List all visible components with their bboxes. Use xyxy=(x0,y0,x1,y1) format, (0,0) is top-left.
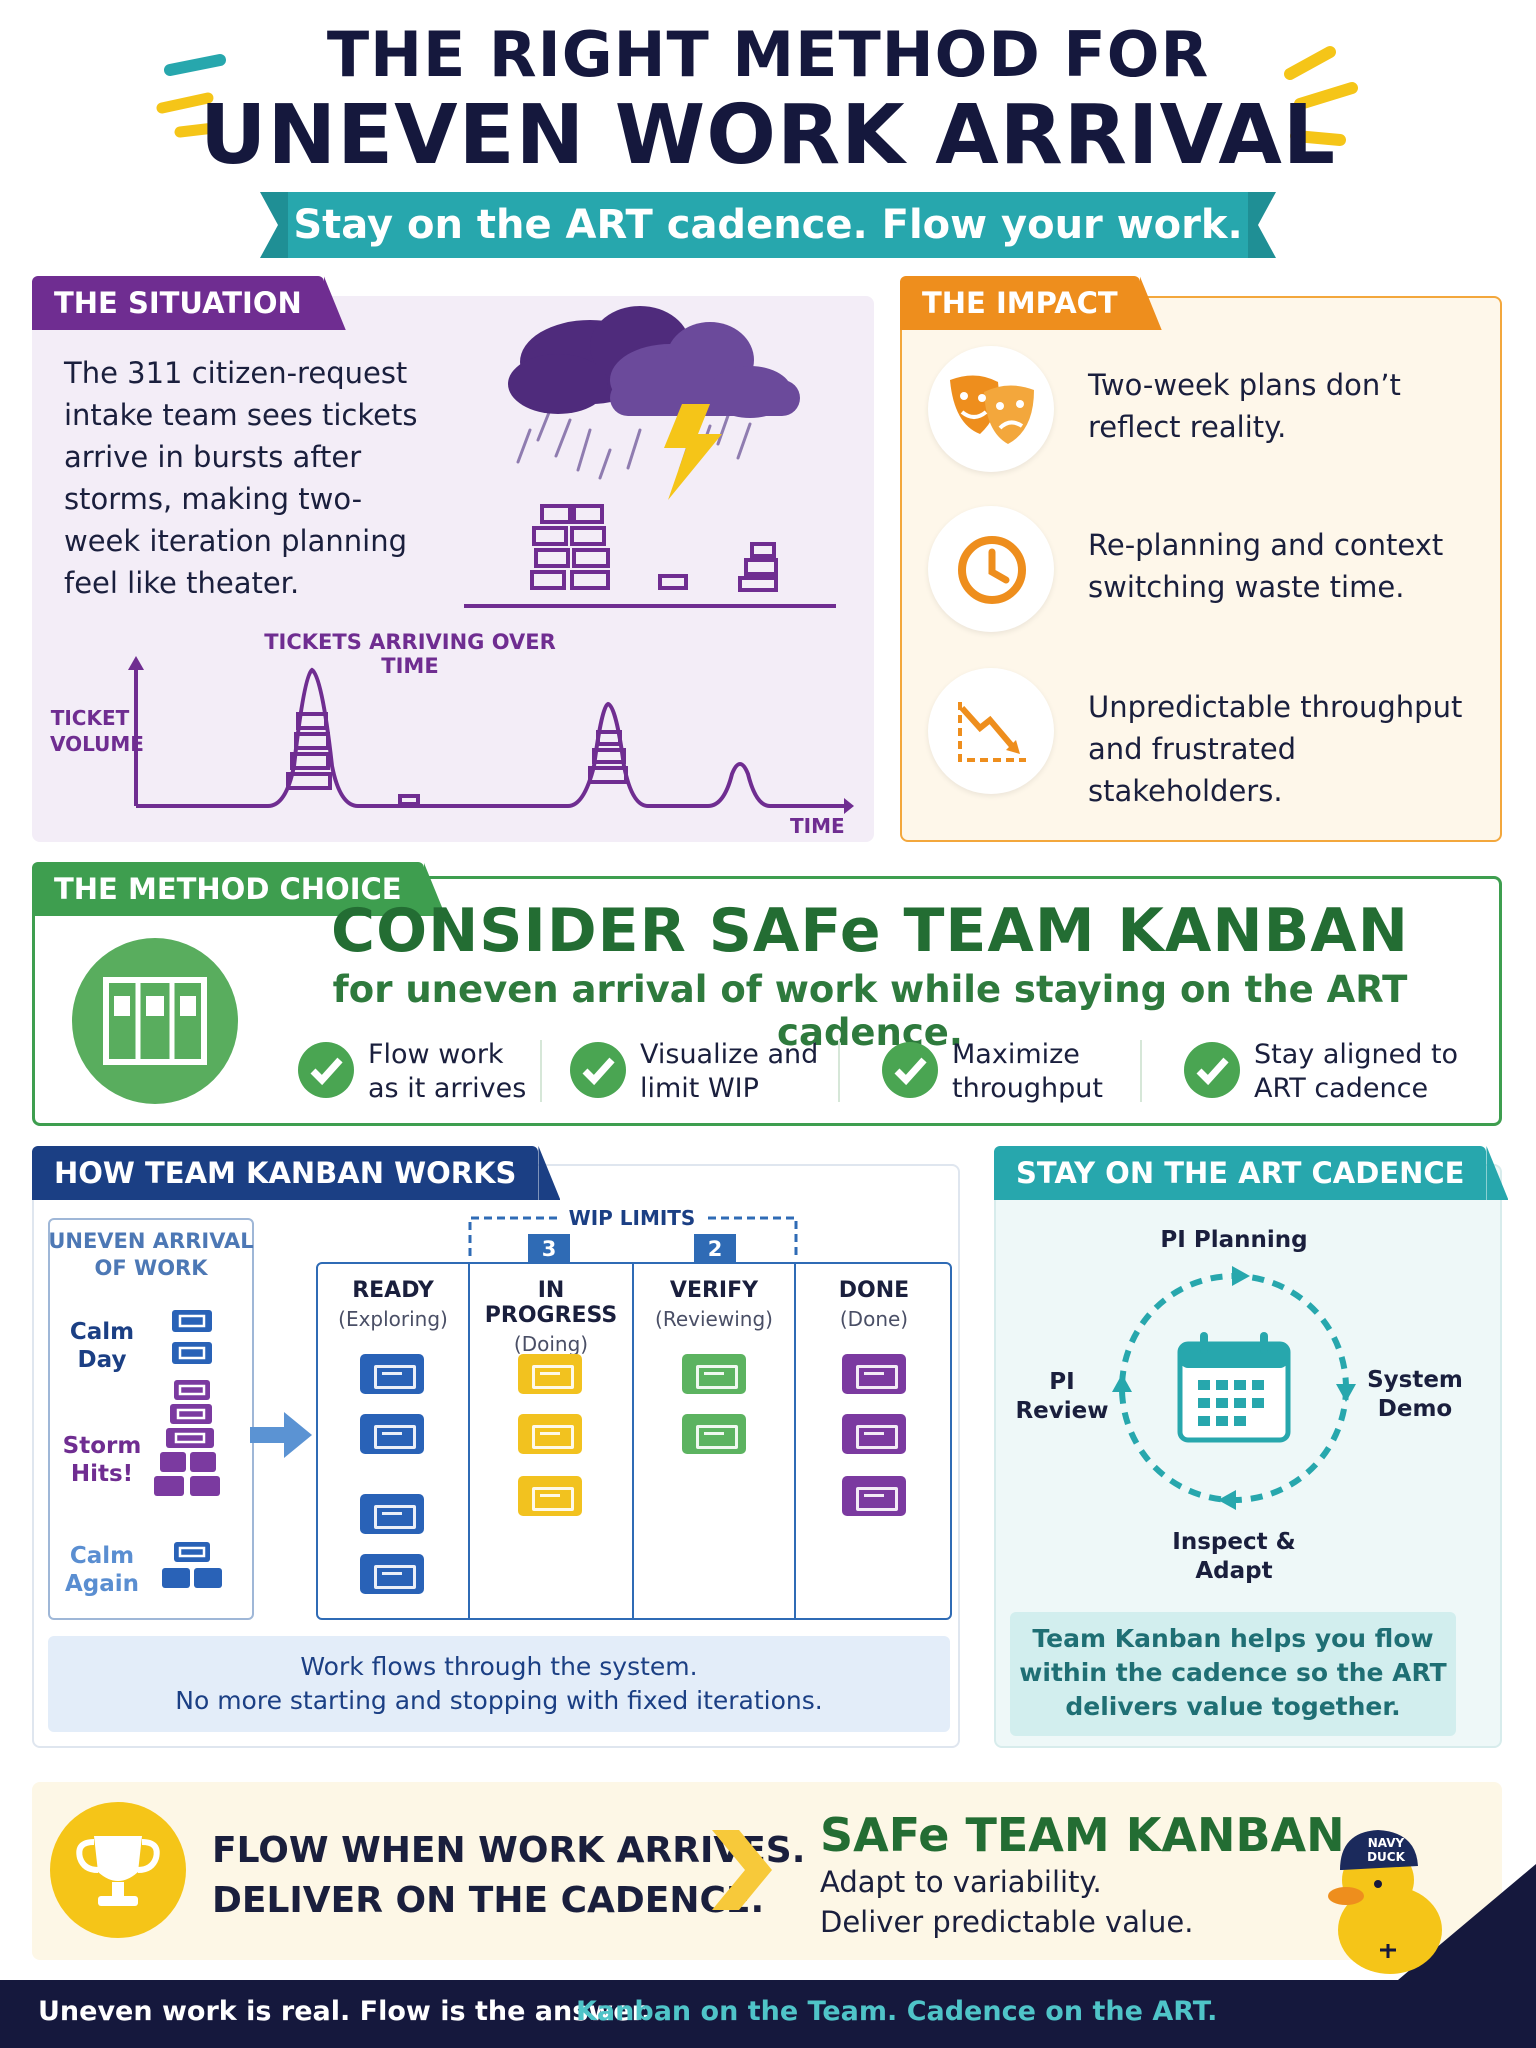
system-demo-label: System Demo xyxy=(1367,1367,1463,1422)
impact-text: Unpredictable throughput and frustrated … xyxy=(1088,690,1463,808)
rain-icon xyxy=(516,408,752,480)
kanban-card xyxy=(518,1476,582,1516)
impact-tab: THE IMPACT xyxy=(900,276,1140,330)
column-header-verify: VERIFY (Reviewing) xyxy=(655,1278,773,1331)
kanban-card xyxy=(682,1354,746,1394)
inspect-adapt-label: Inspect & Adapt xyxy=(1172,1529,1296,1584)
lightning-bolt-icon xyxy=(664,404,722,500)
situation-text: The 311 citizen-request intake team sees… xyxy=(64,356,418,600)
kanban-card xyxy=(360,1354,424,1394)
storm-hits-label: Storm Hits! xyxy=(62,1433,142,1487)
method-panel xyxy=(32,876,1502,1126)
impact-text: Re-planning and context switching waste … xyxy=(1088,528,1444,604)
wip-bracket xyxy=(468,1216,798,1256)
bottom-tagline: Uneven work is real. Flow is the answer. xyxy=(38,1996,652,2027)
check-icon xyxy=(570,1042,626,1098)
safe-team-kanban-title: SAFe TEAM KANBAN xyxy=(820,1808,1345,1862)
column-header-in-progress: IN PROGRESS (Doing) xyxy=(484,1278,618,1356)
divider xyxy=(540,1040,542,1102)
uneven-arrival-box xyxy=(48,1218,254,1620)
situation-tab: THE SITUATION xyxy=(32,276,324,330)
calendar-icon xyxy=(1177,1332,1291,1443)
footer-slogan: FLOW WHEN WORK ARRIVES. DELIVER ON THE CA… xyxy=(212,1830,806,1921)
kanban-card xyxy=(842,1476,906,1516)
kanban-card xyxy=(842,1414,906,1454)
column-header-ready: READY (Exploring) xyxy=(338,1278,448,1331)
wip-limits-label: WIP LIMITS xyxy=(560,1206,704,1230)
column-divider xyxy=(632,1262,634,1620)
tickets-over-time-illustration xyxy=(128,656,854,814)
pi-planning-label: PI Planning xyxy=(1160,1227,1308,1253)
title-line-1: THE RIGHT METHOD FOR xyxy=(326,18,1210,91)
bottom-tagline-accent: Kanban on the Team. Cadence on the ART. xyxy=(576,1996,1218,2027)
declining-chart-icon xyxy=(958,702,1026,762)
pi-review-label: PI Review xyxy=(1015,1369,1109,1424)
navy-duck-mascot-icon xyxy=(1328,1830,1536,1980)
check-icon xyxy=(1184,1042,1240,1098)
kanban-card xyxy=(360,1554,424,1594)
impact-text: Two-week plans don’t reflect reality. xyxy=(1088,368,1401,444)
calm-again-label: Calm Again xyxy=(64,1543,140,1597)
impact-item: Two-week plans don’t reflect reality. xyxy=(928,346,1488,474)
uneven-arrival-title: UNEVEN ARRIVAL OF WORK xyxy=(48,1229,254,1280)
art-note: Team Kanban helps you flow within the ca… xyxy=(1010,1612,1456,1736)
chart-title: TICKETS ARRIVING OVER TIME xyxy=(264,630,556,678)
y-axis-label-1: TICKET xyxy=(50,706,130,730)
trophy-icon xyxy=(50,1802,186,1938)
impact-item: Unpredictable throughput and frustrated … xyxy=(928,668,1488,808)
kanban-card xyxy=(518,1354,582,1394)
kanban-card xyxy=(518,1414,582,1454)
kanban-card xyxy=(360,1494,424,1534)
column-divider xyxy=(468,1262,470,1620)
yellow-accent-marks xyxy=(1284,46,1358,146)
check-icon xyxy=(882,1042,938,1098)
x-axis-label: TIME xyxy=(790,814,845,838)
cloud-icon xyxy=(508,306,800,418)
duck-hat-label: NAVY DUCK xyxy=(1367,1836,1405,1864)
column-header-done: DONE (Done) xyxy=(838,1278,910,1331)
impact-item: Re-planning and context switching waste … xyxy=(928,506,1488,634)
calm-day-label: Calm Day xyxy=(69,1319,135,1373)
divider xyxy=(1140,1040,1142,1102)
method-tab: THE METHOD CHOICE xyxy=(32,862,424,916)
wip-limit-verify: 2 xyxy=(694,1234,736,1264)
wip-limit-in-progress: 3 xyxy=(528,1234,570,1264)
ticket-pile-icon xyxy=(530,504,778,592)
teal-accent-marks xyxy=(156,54,226,138)
kanban-card xyxy=(842,1354,906,1394)
safe-team-kanban-subtitle: Adapt to variability. Deliver predictable… xyxy=(820,1865,1194,1939)
title-line-2: UNEVEN WORK ARRIVAL xyxy=(199,88,1337,183)
flow-arrow-icon xyxy=(250,1412,312,1458)
cadence-cycle-diagram xyxy=(1112,1266,1356,1510)
method-subtitle: for uneven arrival of work while staying… xyxy=(332,968,1408,1054)
bottom-bar xyxy=(0,1980,1536,2048)
column-divider xyxy=(794,1262,796,1620)
art-tab: STAY ON THE ART CADENCE xyxy=(994,1146,1487,1200)
clock-icon xyxy=(958,536,1026,604)
kanban-card xyxy=(360,1414,424,1454)
subtitle-banner: Stay on the ART cadence. Flow your work. xyxy=(288,192,1248,258)
kanban-board-icon xyxy=(72,938,238,1104)
y-axis-label-2: VOLUME xyxy=(50,732,144,756)
theater-masks-icon xyxy=(950,375,1034,444)
method-title: CONSIDER SAFe TEAM KANBAN xyxy=(331,896,1409,966)
how-tab: HOW TEAM KANBAN WORKS xyxy=(32,1146,539,1200)
arrival-ticket-stack xyxy=(154,1310,222,1588)
kanban-card xyxy=(682,1414,746,1454)
divider xyxy=(838,1040,840,1102)
flow-note: Work flows through the system. No more st… xyxy=(48,1636,950,1732)
check-icon xyxy=(298,1042,354,1098)
storm-cloud-illustration xyxy=(464,306,836,608)
